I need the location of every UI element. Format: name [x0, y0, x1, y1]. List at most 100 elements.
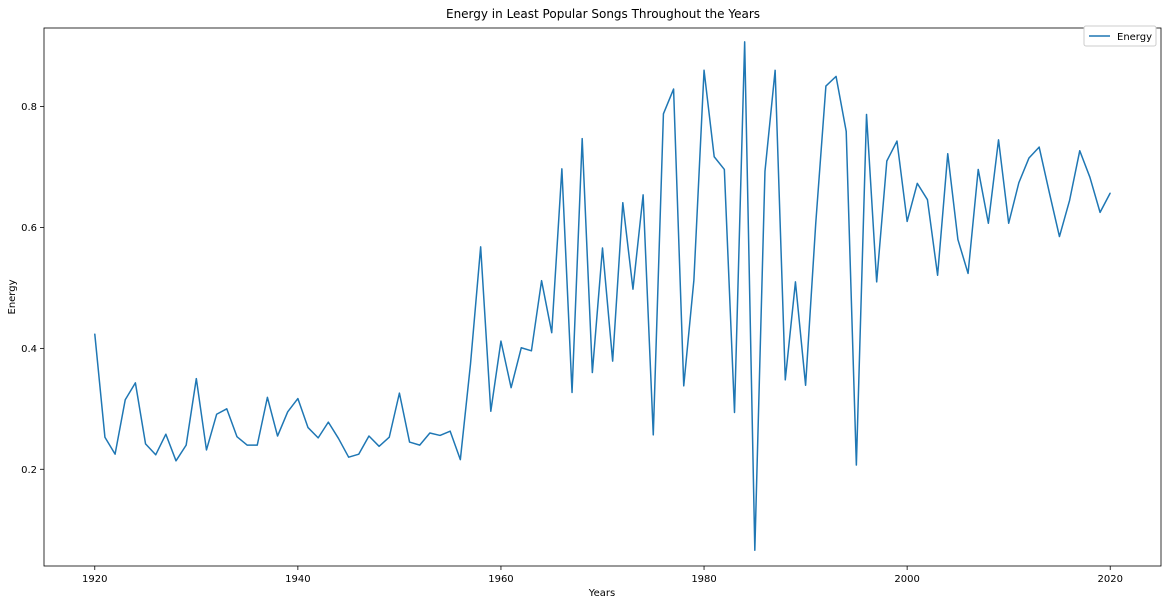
data-point: [754, 549, 756, 551]
data-point: [388, 436, 390, 438]
data-point: [987, 222, 989, 224]
data-point: [551, 332, 553, 334]
legend: Energy: [1083, 25, 1157, 47]
data-point: [510, 387, 512, 389]
legend-label: Energy: [1117, 32, 1152, 43]
data-point: [723, 168, 725, 170]
data-point: [926, 199, 928, 201]
data-point: [602, 247, 603, 249]
data-point: [226, 408, 228, 410]
data-point: [581, 138, 583, 140]
data-point: [155, 454, 157, 456]
data-point: [1058, 236, 1060, 238]
data-point: [886, 160, 888, 162]
data-point: [896, 140, 898, 142]
data-point: [1109, 192, 1111, 194]
data-point: [246, 444, 248, 446]
data-point: [632, 288, 634, 290]
data-point: [866, 113, 868, 115]
data-point: [500, 340, 502, 342]
x-axis-label: Years: [588, 588, 615, 599]
data-point: [845, 130, 847, 132]
data-point: [297, 398, 299, 400]
data-point: [1069, 199, 1071, 201]
x-tick-label: 1940: [285, 574, 310, 585]
data-point: [449, 430, 451, 432]
data-point: [307, 427, 309, 429]
data-point: [520, 347, 522, 349]
data-point: [784, 379, 786, 381]
data-point: [1018, 182, 1020, 184]
data-point: [713, 156, 715, 158]
data-point: [236, 436, 238, 438]
data-point: [1048, 191, 1050, 193]
data-point: [571, 392, 573, 394]
y-axis-label: Energy: [7, 279, 18, 314]
x-tick-label: 1920: [82, 574, 107, 585]
data-point: [317, 437, 319, 439]
data-point: [124, 399, 126, 401]
data-point: [256, 444, 258, 446]
data-point: [266, 396, 268, 398]
data-points: [94, 41, 1111, 551]
y-axis: 0.2 0.4 0.6 0.8: [21, 102, 44, 476]
data-point: [734, 411, 736, 413]
plot-area: [43, 27, 1162, 567]
data-point: [104, 436, 106, 438]
y-tick-label: 0.4: [21, 344, 37, 355]
data-point: [348, 456, 350, 458]
data-point: [794, 281, 796, 283]
data-point: [662, 113, 664, 115]
data-point: [835, 75, 837, 77]
data-point: [469, 363, 471, 365]
data-point: [855, 464, 857, 466]
data-point: [114, 453, 116, 455]
data-point: [683, 385, 685, 387]
data-point: [805, 384, 807, 386]
data-point: [693, 279, 695, 281]
data-point: [287, 411, 289, 413]
data-point: [967, 272, 969, 274]
data-point: [764, 170, 766, 172]
data-point: [185, 444, 187, 446]
data-point: [1079, 150, 1081, 152]
data-point: [916, 182, 918, 184]
y-tick-label: 0.2: [21, 465, 37, 476]
data-point: [541, 280, 543, 282]
data-point: [947, 153, 949, 155]
data-point: [195, 378, 197, 380]
data-point: [145, 443, 147, 445]
data-point: [205, 449, 207, 451]
y-tick-label: 0.6: [21, 223, 37, 234]
y-tick-label: 0.8: [21, 102, 37, 113]
x-tick-label: 1980: [691, 574, 716, 585]
x-tick-label: 2000: [894, 574, 919, 585]
data-point: [652, 434, 654, 436]
data-point: [744, 41, 746, 43]
data-point: [673, 88, 675, 90]
data-point: [327, 421, 329, 423]
data-point: [774, 69, 776, 71]
axes-frame: [43, 27, 1162, 567]
data-point: [429, 432, 431, 434]
data-point: [165, 433, 167, 435]
data-point: [957, 239, 959, 241]
data-point: [1028, 157, 1030, 159]
data-point: [459, 459, 461, 461]
data-point: [175, 460, 177, 462]
data-point: [480, 246, 482, 248]
data-point: [409, 441, 411, 443]
data-point: [622, 202, 624, 204]
data-point: [591, 372, 593, 374]
data-point: [876, 281, 878, 283]
data-point: [368, 435, 370, 437]
chart-title: Energy in Least Popular Songs Throughout…: [446, 7, 760, 21]
data-point: [277, 435, 279, 437]
data-point: [977, 168, 979, 170]
data-point: [612, 360, 614, 362]
data-point: [703, 69, 705, 71]
data-point: [642, 194, 644, 196]
x-tick-label: 1960: [488, 574, 513, 585]
